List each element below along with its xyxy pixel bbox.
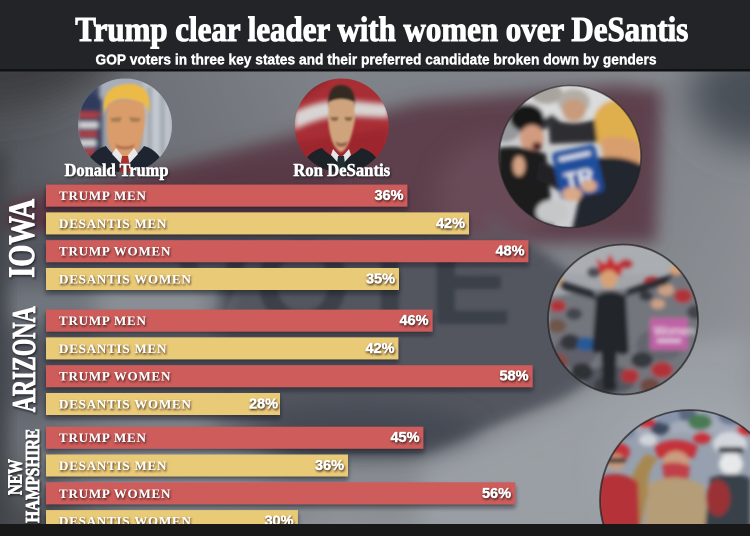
svg-text:TRUMP WOMEN: TRUMP WOMEN — [59, 486, 171, 501]
svg-text:TRUMP MEN: TRUMP MEN — [59, 430, 147, 445]
svg-text:35%: 35% — [366, 272, 395, 288]
svg-text:Ron DeSantis: Ron DeSantis — [293, 160, 390, 180]
svg-text:42%: 42% — [436, 216, 465, 232]
svg-text:TRUMP WOMEN: TRUMP WOMEN — [59, 244, 171, 259]
svg-text:GOP voters in three key states: GOP voters in three key states and their… — [96, 52, 657, 69]
svg-text:DESANTIS MEN: DESANTIS MEN — [59, 341, 167, 356]
svg-text:36%: 36% — [315, 458, 344, 474]
svg-text:DESANTIS MEN: DESANTIS MEN — [59, 216, 167, 231]
svg-text:Donald Trump: Donald Trump — [65, 160, 169, 180]
svg-text:58%: 58% — [499, 369, 528, 385]
svg-text:45%: 45% — [390, 430, 419, 446]
svg-text:DESANTIS WOMEN: DESANTIS WOMEN — [59, 272, 192, 287]
svg-text:HAMPSHIRE: HAMPSHIRE — [22, 429, 44, 523]
svg-text:DESANTIS WOMEN: DESANTIS WOMEN — [59, 397, 192, 412]
svg-text:TRUMP MEN: TRUMP MEN — [59, 313, 147, 328]
svg-text:56%: 56% — [482, 486, 511, 502]
svg-text:NEW: NEW — [5, 459, 27, 495]
svg-text:Women: Women — [654, 324, 695, 338]
svg-text:48%: 48% — [495, 244, 524, 260]
svg-text:ARIZONA: ARIZONA — [6, 306, 43, 412]
svg-text:42%: 42% — [365, 341, 394, 357]
svg-text:28%: 28% — [249, 397, 278, 413]
svg-text:IOWA: IOWA — [2, 199, 43, 278]
svg-text:DESANTIS MEN: DESANTIS MEN — [59, 458, 167, 473]
svg-text:Trump clear leader with women: Trump clear leader with women over DeSan… — [75, 11, 688, 49]
svg-text:36%: 36% — [374, 188, 403, 204]
svg-text:46%: 46% — [399, 313, 428, 329]
svg-text:TRUMP WOMEN: TRUMP WOMEN — [59, 369, 171, 384]
svg-text:TRUMP MEN: TRUMP MEN — [59, 188, 147, 203]
